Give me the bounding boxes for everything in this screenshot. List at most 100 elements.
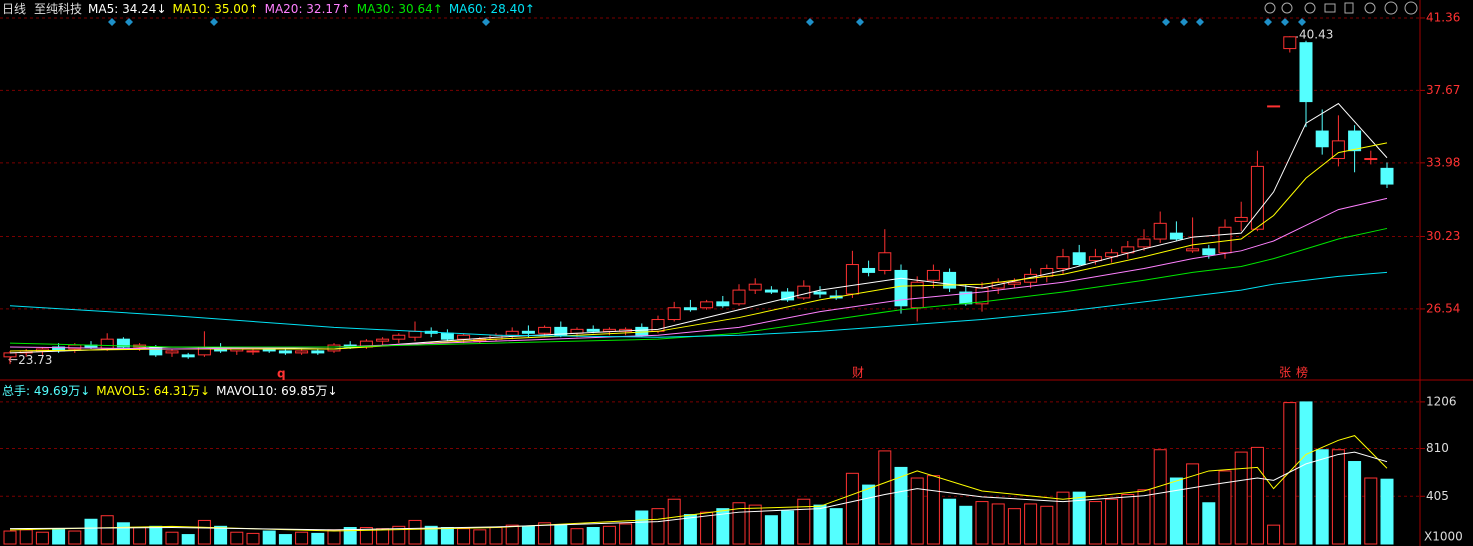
ma-line bbox=[9, 142, 1388, 352]
volume-bar bbox=[68, 530, 82, 545]
volume-bar bbox=[1121, 494, 1135, 545]
toolbar[interactable] bbox=[1264, 1, 1418, 15]
volume-bar bbox=[635, 510, 649, 545]
ma-line bbox=[9, 451, 1388, 531]
volume-bar bbox=[797, 498, 811, 545]
volume-bar bbox=[862, 484, 876, 545]
volume-bar bbox=[1137, 489, 1151, 545]
y-tick-label: 405 bbox=[1426, 489, 1449, 503]
volume-bar bbox=[716, 508, 730, 545]
volume-bar bbox=[35, 531, 49, 545]
candle-body bbox=[1056, 256, 1070, 269]
candle-body bbox=[1234, 216, 1248, 222]
volume-bar bbox=[845, 472, 859, 545]
volume-bar bbox=[133, 527, 147, 545]
legend-entry: MA60: 28.40↑ bbox=[449, 2, 535, 16]
volume-bar bbox=[359, 527, 373, 545]
y-tick-label: 1206 bbox=[1426, 394, 1457, 408]
candle-body bbox=[505, 330, 519, 336]
high-label: 40.43 bbox=[1299, 28, 1333, 42]
annotation: 榜 bbox=[1296, 365, 1308, 380]
volume-bar bbox=[440, 527, 454, 545]
candle-body bbox=[1169, 232, 1183, 240]
candle-body bbox=[521, 330, 535, 334]
candle-body bbox=[862, 267, 876, 273]
candle-body bbox=[1348, 130, 1362, 152]
y-tick-label: 37.67 bbox=[1426, 83, 1460, 97]
ma-line bbox=[9, 435, 1388, 532]
candle-body bbox=[457, 334, 471, 340]
volume-bar bbox=[295, 531, 309, 545]
ma-line bbox=[9, 102, 1388, 354]
candle-body bbox=[1299, 42, 1313, 103]
y-tick-label: 41.36 bbox=[1426, 10, 1460, 24]
volume-bar bbox=[1283, 402, 1297, 545]
y-tick-label: 26.54 bbox=[1426, 301, 1460, 315]
volume-bar bbox=[214, 525, 228, 545]
volume-bar bbox=[1299, 401, 1313, 545]
volume-bar bbox=[602, 525, 616, 545]
volume-bar bbox=[149, 525, 163, 545]
volume-bar bbox=[521, 525, 535, 545]
volume-bar bbox=[651, 508, 665, 545]
candle-body bbox=[1007, 281, 1021, 285]
volume-bar bbox=[1364, 477, 1378, 545]
volume-bar bbox=[570, 528, 584, 545]
volume-bar bbox=[1105, 498, 1119, 545]
candle-body bbox=[943, 271, 957, 289]
volume-bar bbox=[1153, 449, 1167, 545]
candle-body bbox=[1153, 222, 1167, 240]
low-value: 23.73 bbox=[18, 353, 52, 367]
volume-bar bbox=[489, 527, 503, 545]
volume-bar bbox=[1169, 477, 1183, 545]
candle-body bbox=[716, 301, 730, 307]
candle-body bbox=[845, 264, 859, 295]
volume-bar bbox=[1348, 461, 1362, 545]
candle-body bbox=[1186, 248, 1200, 252]
candle-body bbox=[68, 344, 82, 350]
candle-body bbox=[1380, 167, 1394, 185]
volume-bar bbox=[975, 501, 989, 545]
volume-bar bbox=[327, 529, 341, 545]
candle-body bbox=[667, 307, 681, 321]
candle-body bbox=[246, 350, 260, 353]
volume-bar bbox=[473, 529, 487, 545]
volume-bar bbox=[1202, 502, 1216, 545]
volume-bar bbox=[878, 450, 892, 545]
volume-bar bbox=[1380, 478, 1394, 545]
candle-body bbox=[278, 350, 292, 354]
volume-bar bbox=[3, 530, 17, 545]
candle-body bbox=[1202, 248, 1216, 256]
volume-bar bbox=[262, 530, 276, 545]
candle-body bbox=[100, 338, 114, 350]
volume-bar bbox=[829, 508, 843, 545]
candle-body bbox=[586, 328, 600, 332]
volume-bar bbox=[343, 527, 357, 545]
price-legend: 日线 至纯科技 MA5: 34.24↓ MA10: 35.00↑ MA20: 32.17… bbox=[2, 2, 535, 16]
candle-body bbox=[878, 252, 892, 271]
volume-total: 总手: 49.69万↓ bbox=[2, 384, 90, 398]
annotation: q bbox=[277, 367, 286, 381]
candle-body bbox=[1315, 130, 1329, 148]
volume-bar bbox=[1218, 470, 1232, 545]
volume-bar bbox=[392, 525, 406, 545]
candle-body bbox=[700, 301, 714, 309]
candle-body bbox=[797, 285, 811, 299]
candle-body bbox=[926, 269, 940, 281]
y-tick-label: 810 bbox=[1426, 441, 1449, 455]
legend-entry: MA10: 35.00↑ bbox=[173, 2, 259, 16]
volume-bar bbox=[100, 515, 114, 545]
candle-body bbox=[894, 269, 908, 307]
volume-bar bbox=[1186, 463, 1200, 545]
volume-bar bbox=[505, 524, 519, 545]
candle-body bbox=[3, 352, 17, 358]
volume-bar bbox=[991, 503, 1005, 545]
ma-line bbox=[9, 271, 1388, 338]
volume-bar bbox=[165, 531, 179, 545]
volume-bar bbox=[959, 505, 973, 545]
volume-bar bbox=[424, 525, 438, 545]
volume-bar bbox=[230, 531, 244, 545]
volume-bar bbox=[683, 514, 697, 545]
candle-body bbox=[732, 289, 746, 305]
